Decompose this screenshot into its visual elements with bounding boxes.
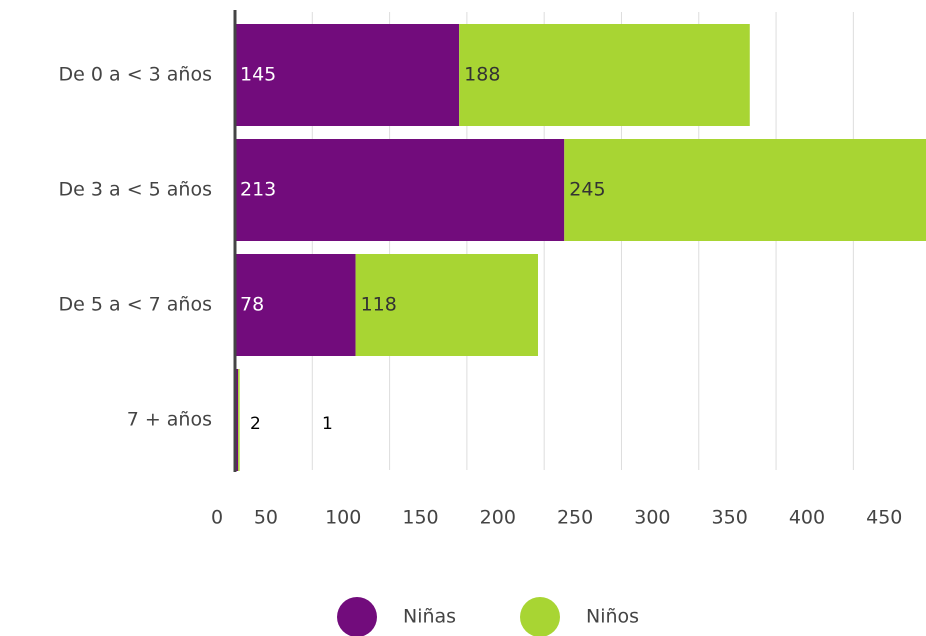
data-label: 213 [240,179,276,201]
x-tick-label: 400 [789,507,825,529]
x-tick-label: 150 [402,507,438,529]
bar-segment [355,254,538,356]
data-label: 2 [250,414,261,434]
bar-segment [235,139,565,241]
bar-segment [238,369,240,471]
x-tick-label: 300 [634,507,670,529]
x-tick-label: 450 [866,507,902,529]
data-label: 188 [464,64,500,86]
bar-segment [235,254,356,356]
bar-segment [459,24,750,126]
bar-segment [564,139,926,241]
data-label: 145 [240,64,276,86]
legend-label: Niños [586,606,639,628]
x-tick-label: 250 [557,507,593,529]
bar-segment [235,24,460,126]
x-tick-label: 200 [480,507,516,529]
x-tick-label: 100 [325,507,361,529]
legend-swatch [337,597,377,636]
data-label: 118 [361,294,397,316]
data-label: 78 [240,294,264,316]
legend-label: Niñas [403,606,456,628]
y-tick-label: De 5 a < 7 años [59,294,212,316]
y-tick-label: De 3 a < 5 años [59,179,212,201]
legend-swatch [520,597,560,636]
x-tick-label: 50 [254,507,278,529]
x-tick-label: 0 [211,507,223,529]
bar-segment [235,369,239,471]
y-tick-label: 7 + años [127,409,212,431]
data-label: 1 [322,414,333,434]
x-tick-label: 350 [712,507,748,529]
y-tick-label: De 0 a < 3 años [59,64,212,86]
data-label: 245 [569,179,605,201]
